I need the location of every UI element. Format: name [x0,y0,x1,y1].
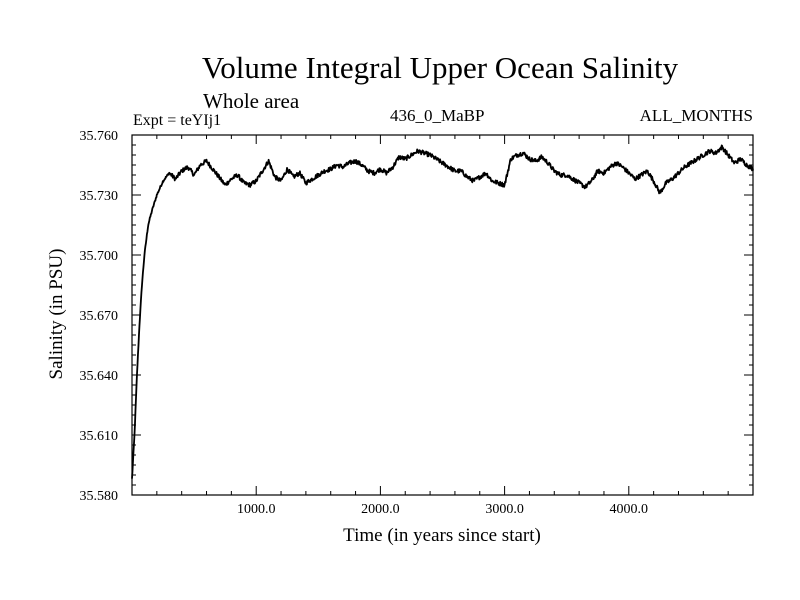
plot-frame [131,134,754,496]
y-axis-label: Salinity (in PSU) [46,249,67,380]
x-tick-label: 2000.0 [361,502,400,517]
y-tick-label: 35.730 [80,189,119,204]
chart-title: Volume Integral Upper Ocean Salinity [201,50,679,85]
salinity-series-line [131,144,754,479]
months-label: ALL_MONTHS [639,106,753,125]
x-tick-label: 3000.0 [485,502,524,517]
experiment-label: Expt = teYIj1 [133,112,222,129]
chart-subtitle: Whole area [203,89,300,113]
case-label: 436_0_MaBP [390,106,485,125]
y-tick-label: 35.700 [80,249,119,264]
y-tick-label: 35.670 [80,309,119,324]
y-tick-label: 35.640 [80,369,119,384]
y-tick-label: 35.610 [80,429,119,444]
axis-tick-labels: 35.580 35.610 35.640 35.670 35.700 35.730 35.7… [80,129,649,517]
axis-ticks [132,134,753,496]
y-tick-label: 35.580 [80,489,119,504]
x-tick-label: 1000.0 [237,502,276,517]
x-tick-label: 4000.0 [610,502,649,517]
y-tick-label: 35.760 [80,129,119,144]
x-axis-label: Time (in years since start) [343,525,541,546]
